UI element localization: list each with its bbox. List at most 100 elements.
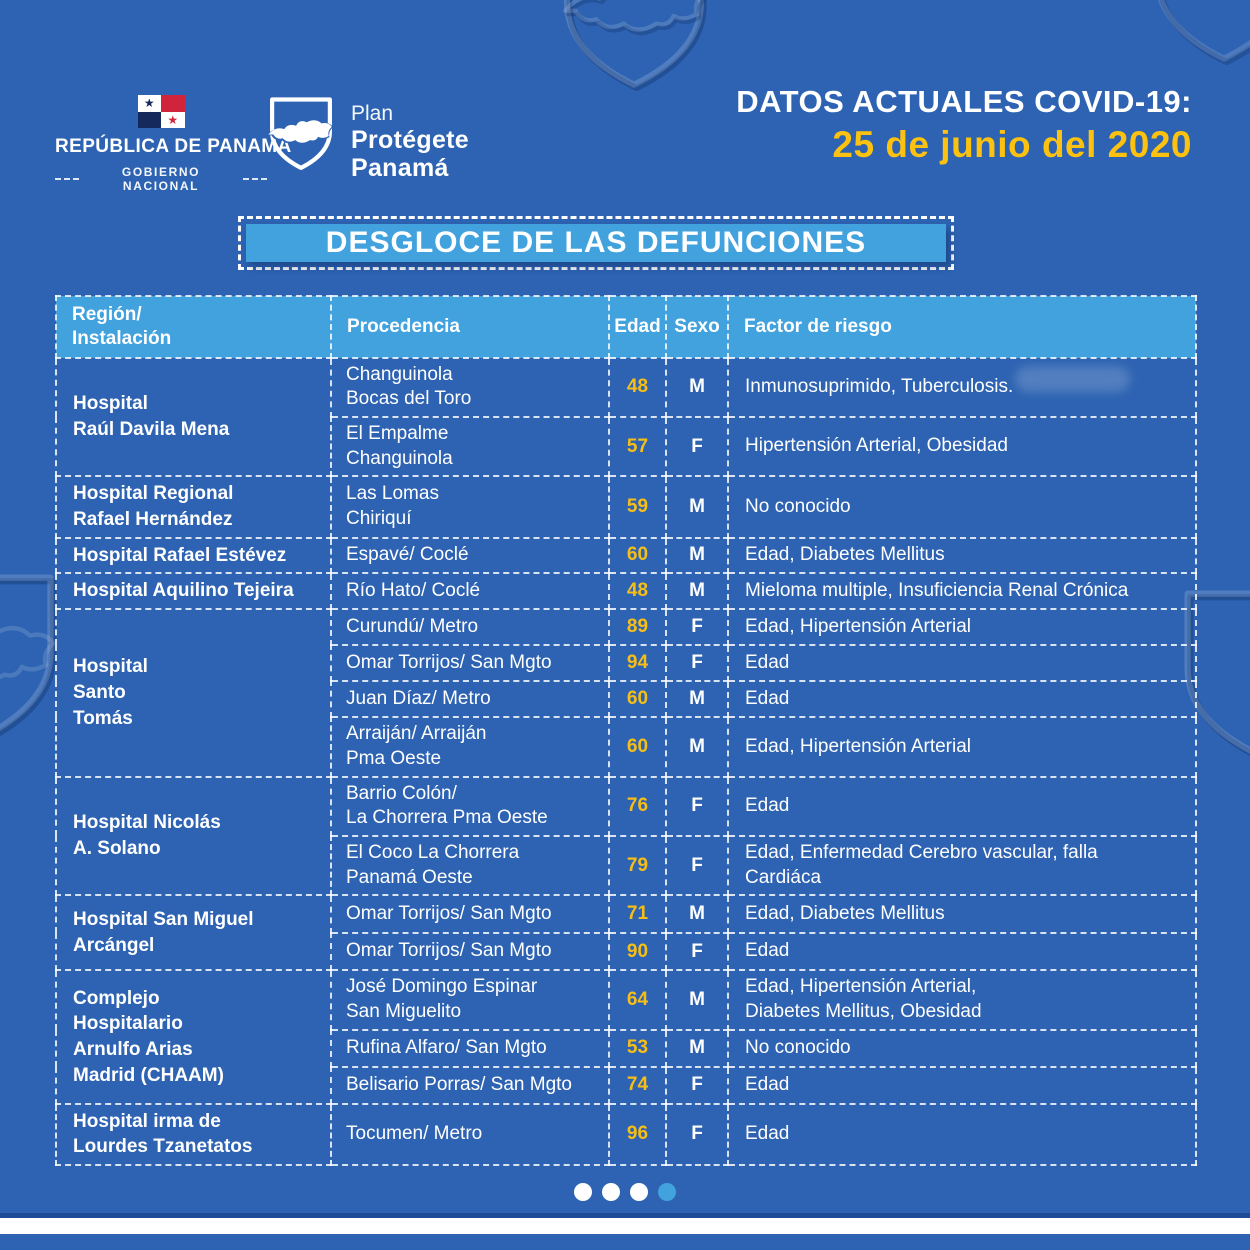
table-row: Complejo Hospitalario Arnulfo Arias Madr… bbox=[55, 969, 1197, 1105]
sex-cell: M bbox=[665, 894, 729, 935]
origin-cell: Tocumen/ Metro bbox=[330, 1102, 610, 1166]
origin-cell: Omar Torrijos/ San Mgto bbox=[330, 894, 610, 935]
plan-text: Plan Protégete Panamá bbox=[351, 102, 469, 182]
divider-line bbox=[242, 178, 267, 180]
origin-cell: José Domingo Espinar San Miguelito bbox=[330, 969, 610, 1031]
pagination-dot[interactable] bbox=[630, 1183, 648, 1201]
sex-cell: M bbox=[665, 356, 729, 418]
gov-title: REPÚBLICA DE PANAMÁ bbox=[55, 136, 292, 157]
plan-line1: Plan bbox=[351, 102, 394, 125]
origin-cell: Río Hato/ Coclé bbox=[330, 572, 610, 611]
col-header-procedencia: Procedencia bbox=[330, 295, 610, 359]
risk-cell: Edad, Hipertensión Arterial, Diabetes Me… bbox=[727, 969, 1197, 1031]
facility-cell: Hospital Aquilino Tejeira bbox=[55, 572, 332, 611]
facility-cell: Hospital Santo Tomás bbox=[55, 608, 332, 778]
age-cell: 59 bbox=[608, 475, 667, 539]
risk-cell: Edad bbox=[727, 644, 1197, 683]
flag-quadrant: ★ bbox=[137, 95, 161, 112]
age-cell: 48 bbox=[608, 572, 667, 611]
table-row: Rufina Alfaro/ San Mgto 53 M No conocido bbox=[56, 1028, 1197, 1068]
col-header-factor: Factor de riesgo bbox=[727, 295, 1197, 359]
divider-line bbox=[55, 178, 80, 180]
risk-cell: Edad, Enfermedad Cerebro vascular, falla… bbox=[727, 834, 1197, 897]
risk-cell: Edad bbox=[727, 680, 1197, 719]
risk-cell: Edad, Diabetes Mellitus bbox=[727, 536, 1197, 575]
sex-cell: F bbox=[665, 608, 729, 647]
pagination-dot[interactable] bbox=[574, 1183, 592, 1201]
shield-panama-map-icon bbox=[266, 97, 333, 170]
flag-quadrant: ★ bbox=[161, 111, 185, 128]
facility-cell: Hospital Raúl Davila Mena bbox=[55, 356, 332, 478]
sex-cell: F bbox=[665, 1065, 729, 1105]
risk-cell: Hipertensión Arterial, Obesidad bbox=[727, 415, 1197, 478]
table-row: Hospital Aquilino Tejeira Río Hato/ Cocl… bbox=[55, 572, 1197, 611]
facility-cell: Hospital irma de Lourdes Tzanetatos bbox=[55, 1102, 332, 1166]
date-banner: DATOS ACTUALES COVID-19: 25 de junio del… bbox=[736, 84, 1192, 166]
plan-line2: Protégete bbox=[351, 125, 470, 154]
age-cell: 60 bbox=[608, 536, 667, 575]
risk-cell: Edad bbox=[727, 932, 1197, 972]
age-cell: 53 bbox=[608, 1028, 667, 1068]
origin-cell: El Coco La Chorrera Panamá Oeste bbox=[330, 834, 610, 897]
origin-cell: Omar Torrijos/ San Mgto bbox=[330, 644, 610, 683]
age-cell: 76 bbox=[608, 775, 667, 837]
table-row: Arraiján/ Arraiján Pma Oeste 60 M Edad, … bbox=[56, 716, 1197, 778]
age-cell: 71 bbox=[608, 894, 667, 935]
facility-cell: Hospital San Miguel Arcángel bbox=[55, 894, 332, 972]
origin-cell: Changuinola Bocas del Toro bbox=[330, 356, 610, 418]
section-title-frame: DESGLOCE DE LAS DEFUNCIONES bbox=[238, 216, 954, 270]
table-row: El Empalme Changuinola 57 F Hipertensión… bbox=[56, 415, 1197, 478]
pagination-dots bbox=[574, 1183, 676, 1201]
facility-cell: Hospital Rafael Estévez bbox=[55, 536, 332, 575]
origin-cell: Barrio Colón/ La Chorrera Pma Oeste bbox=[330, 775, 610, 837]
shield-watermark-icon bbox=[563, 0, 707, 92]
age-cell: 60 bbox=[608, 716, 667, 778]
pagination-dot[interactable] bbox=[658, 1183, 676, 1201]
age-cell: 94 bbox=[608, 644, 667, 683]
table-row: Omar Torrijos/ San Mgto 94 F Edad bbox=[56, 644, 1197, 683]
col-header-region: Región/ Instalación bbox=[55, 295, 332, 359]
table-row: Hospital Raúl Davila Mena Changuinola Bo… bbox=[55, 356, 1197, 478]
age-cell: 90 bbox=[608, 932, 667, 972]
redaction-smudge bbox=[1015, 366, 1130, 392]
col-header-sexo: Sexo bbox=[665, 295, 729, 359]
table-row: Belisario Porras/ San Mgto 74 F Edad bbox=[56, 1065, 1197, 1105]
age-cell: 64 bbox=[608, 969, 667, 1031]
gov-subtitle-row: GOBIERNO NACIONAL bbox=[55, 165, 267, 193]
sex-cell: M bbox=[665, 969, 729, 1031]
flag-quadrant bbox=[137, 111, 161, 128]
risk-cell: No conocido bbox=[727, 475, 1197, 539]
table-row: Hospital irma de Lourdes Tzanetatos Tocu… bbox=[55, 1102, 1197, 1166]
age-cell: 79 bbox=[608, 834, 667, 897]
table-header-row: Región/ Instalación Procedencia Edad Sex… bbox=[55, 295, 1197, 359]
age-cell: 48 bbox=[608, 356, 667, 418]
age-cell: 74 bbox=[608, 1065, 667, 1105]
flag-quadrant bbox=[161, 95, 185, 112]
table-row: Hospital Regional Rafael Hernández Las L… bbox=[55, 475, 1197, 539]
sex-cell: M bbox=[665, 536, 729, 575]
sex-cell: F bbox=[665, 1102, 729, 1166]
risk-cell: Inmunosuprimido, Tuberculosis. bbox=[727, 356, 1197, 418]
deaths-table: Región/ Instalación Procedencia Edad Sex… bbox=[55, 295, 1197, 1166]
sex-cell: M bbox=[665, 680, 729, 719]
age-cell: 60 bbox=[608, 680, 667, 719]
table-row: Omar Torrijos/ San Mgto 90 F Edad bbox=[56, 932, 1197, 972]
sex-cell: M bbox=[665, 475, 729, 539]
sex-cell: F bbox=[665, 644, 729, 683]
origin-cell: Belisario Porras/ San Mgto bbox=[330, 1065, 610, 1105]
age-cell: 89 bbox=[608, 608, 667, 647]
panama-flag-icon: ★ ★ bbox=[137, 95, 185, 128]
facility-cell: Complejo Hospitalario Arnulfo Arias Madr… bbox=[55, 969, 332, 1105]
facility-cell: Hospital Regional Rafael Hernández bbox=[55, 475, 332, 539]
plan-protegete-logo: Plan Protégete Panamá bbox=[263, 92, 469, 186]
origin-cell: Juan Díaz/ Metro bbox=[330, 680, 610, 719]
sex-cell: M bbox=[665, 1028, 729, 1068]
origin-cell: Curundú/ Metro bbox=[330, 608, 610, 647]
pagination-dot[interactable] bbox=[602, 1183, 620, 1201]
sex-cell: F bbox=[665, 834, 729, 897]
table-row: El Coco La Chorrera Panamá Oeste 79 F Ed… bbox=[56, 834, 1197, 897]
section-title: DESGLOCE DE LAS DEFUNCIONES bbox=[246, 224, 946, 262]
age-cell: 96 bbox=[608, 1102, 667, 1166]
origin-cell: Espavé/ Coclé bbox=[330, 536, 610, 575]
